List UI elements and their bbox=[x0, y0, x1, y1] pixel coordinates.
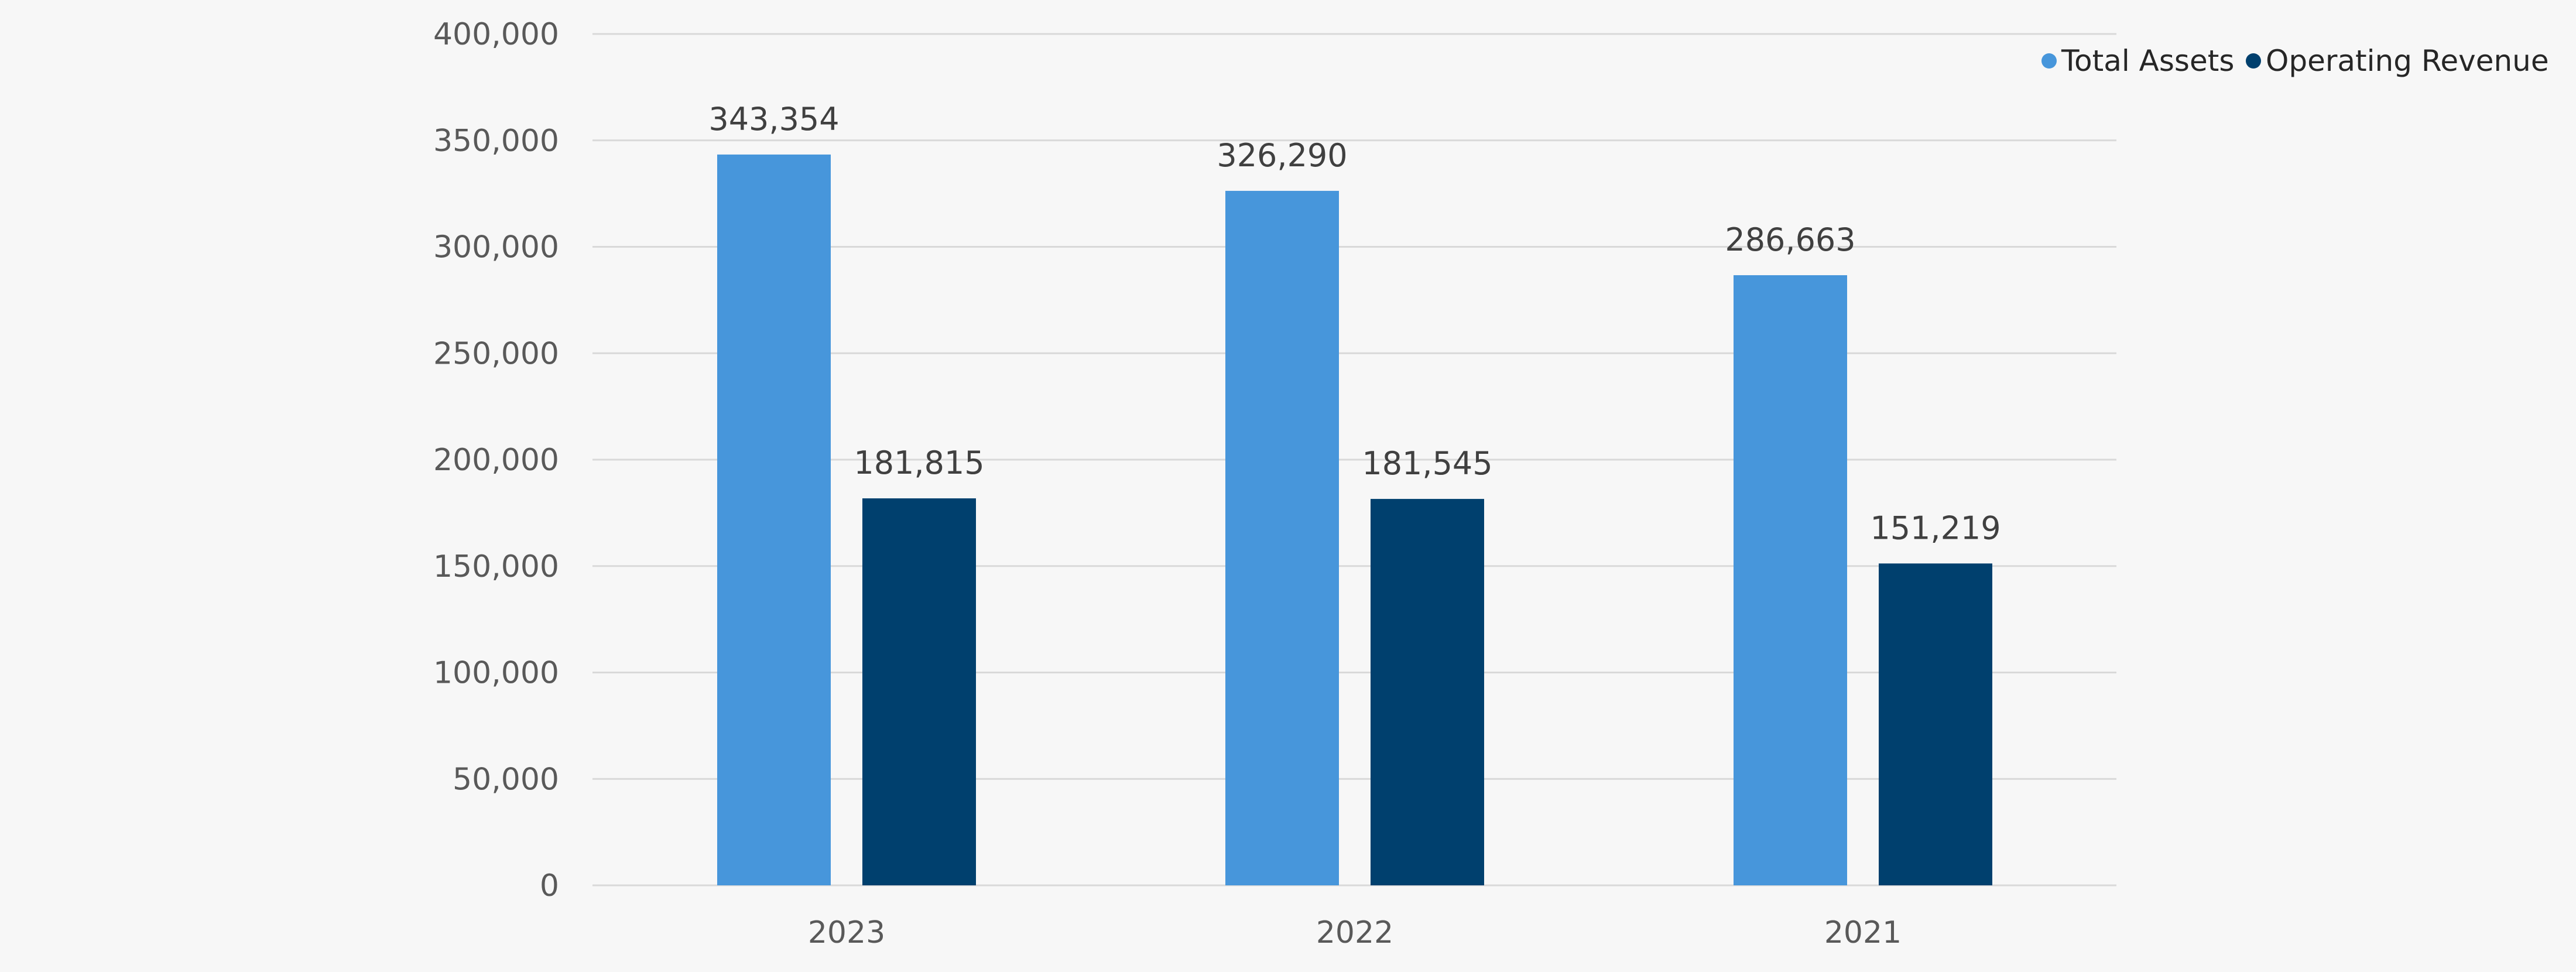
bar-total-assets-2023 bbox=[717, 154, 831, 885]
data-label: 181,815 bbox=[854, 444, 984, 481]
y-tick-label: 0 bbox=[540, 868, 559, 903]
x-axis-ticks: 2023 2022 2021 bbox=[808, 915, 1902, 950]
legend-marker bbox=[2041, 53, 2057, 69]
bar-operating-revenue-2023 bbox=[862, 498, 976, 885]
data-label: 326,290 bbox=[1217, 137, 1347, 174]
legend: Total Assets Operating Revenue bbox=[2041, 44, 2549, 78]
y-tick-label: 150,000 bbox=[433, 549, 559, 584]
y-tick-label: 400,000 bbox=[433, 17, 559, 52]
x-tick-label: 2021 bbox=[1824, 915, 1902, 950]
bar-total-assets-2022 bbox=[1225, 190, 1339, 886]
data-labels: 343,354 181,815 326,290 181,545 286,663 151,2… bbox=[708, 101, 2000, 546]
bars bbox=[717, 154, 1992, 886]
y-tick-label: 50,000 bbox=[453, 762, 559, 797]
legend-label: Operating Revenue bbox=[2266, 44, 2549, 78]
legend-label: Total Assets bbox=[2061, 44, 2234, 78]
y-tick-label: 100,000 bbox=[433, 656, 559, 691]
y-tick-label: 300,000 bbox=[433, 230, 559, 265]
bar-operating-revenue-2021 bbox=[1879, 563, 1992, 885]
data-label: 343,354 bbox=[708, 101, 839, 138]
bar-operating-revenue-2022 bbox=[1371, 499, 1484, 885]
y-tick-label: 200,000 bbox=[433, 443, 559, 478]
data-label: 181,545 bbox=[1362, 445, 1492, 482]
x-tick-label: 2023 bbox=[808, 915, 885, 950]
y-tick-label: 350,000 bbox=[433, 124, 559, 159]
y-tick-label: 250,000 bbox=[433, 336, 559, 371]
data-label: 286,663 bbox=[1725, 221, 1855, 258]
y-axis-ticks: 0 50,000 100,000 150,000 200,000 250,000 300,0… bbox=[433, 17, 559, 903]
gridlines bbox=[592, 33, 2116, 887]
bar-total-assets-2021 bbox=[1734, 275, 1847, 885]
data-label: 151,219 bbox=[1870, 509, 2000, 546]
x-tick-label: 2022 bbox=[1316, 915, 1393, 950]
legend-marker bbox=[2246, 53, 2261, 69]
